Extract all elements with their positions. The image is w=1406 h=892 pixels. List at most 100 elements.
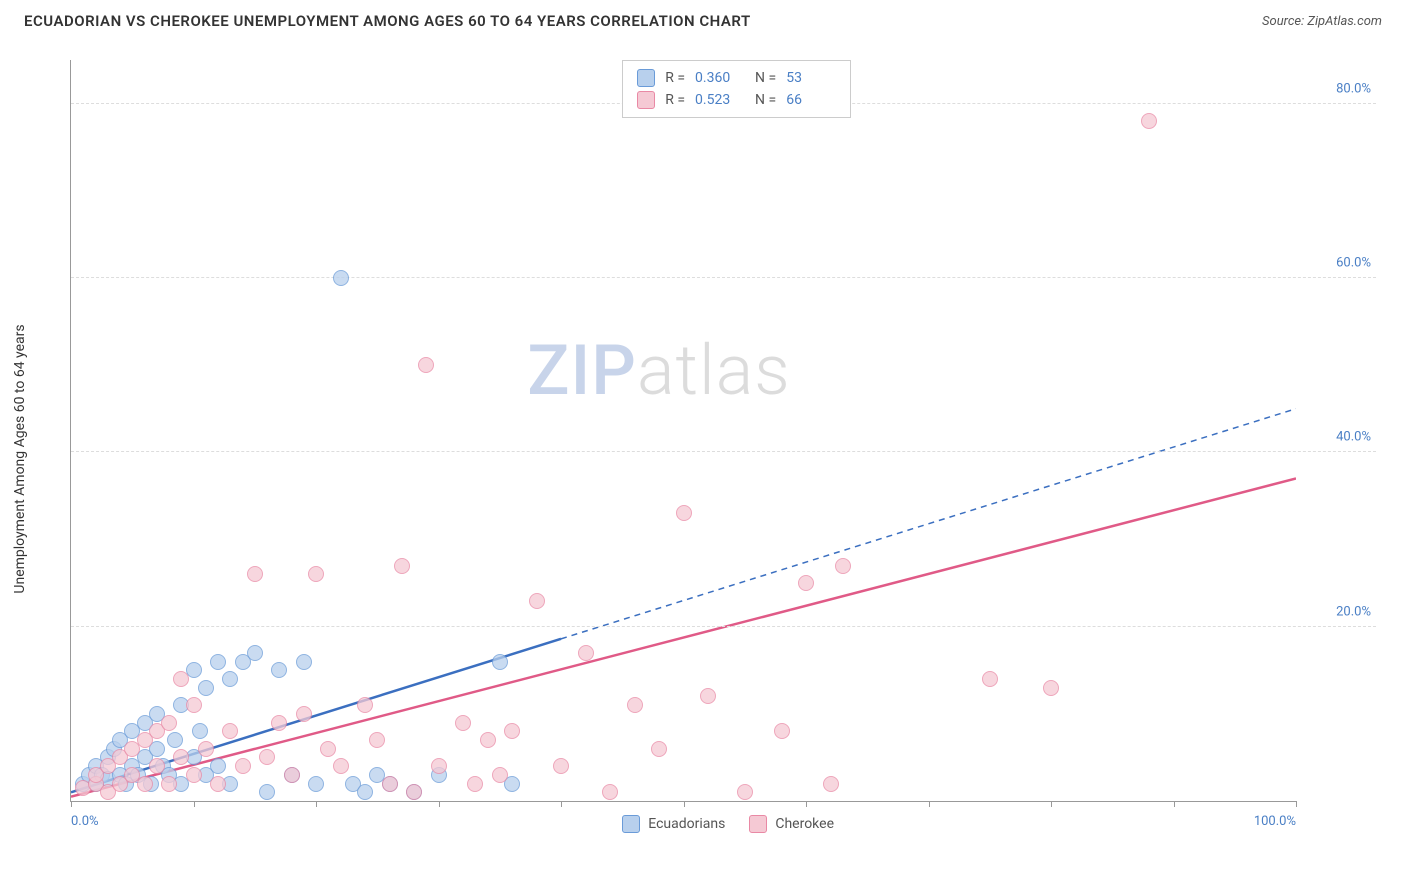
y-tick-label: 40.0% — [1336, 430, 1371, 445]
chart-header: ECUADORIAN VS CHEROKEE UNEMPLOYMENT AMON… — [0, 0, 1406, 38]
scatter-point — [198, 741, 214, 757]
scatter-point — [823, 776, 839, 792]
correlation-legend-row: R = 0.523 N = 66 — [637, 89, 836, 111]
x-tick — [316, 801, 317, 807]
scatter-point — [333, 758, 349, 774]
series-legend-item: Ecuadorians — [622, 815, 725, 833]
x-tick — [439, 801, 440, 807]
trend-lines-svg — [71, 60, 1296, 801]
n-label: N = — [755, 70, 776, 86]
scatter-point — [357, 697, 373, 713]
x-tick — [194, 801, 195, 807]
x-tick — [806, 801, 807, 807]
scatter-point — [394, 558, 410, 574]
scatter-point — [186, 767, 202, 783]
scatter-point — [467, 776, 483, 792]
x-tick — [1296, 801, 1297, 807]
scatter-point — [1141, 113, 1157, 129]
correlation-legend: R = 0.360 N = 53 R = 0.523 N = 66 — [622, 60, 851, 118]
x-tick — [929, 801, 930, 807]
x-tick — [1051, 801, 1052, 807]
scatter-point — [198, 680, 214, 696]
scatter-point — [504, 723, 520, 739]
x-tick — [561, 801, 562, 807]
watermark-logo: ZIPatlas — [527, 330, 791, 412]
r-label: R = — [665, 70, 685, 86]
gridline-horizontal — [71, 277, 1376, 278]
n-value: 66 — [786, 92, 836, 108]
scatter-point — [700, 688, 716, 704]
chart-container: Unemployment Among Ages 60 to 64 years Z… — [50, 50, 1376, 852]
scatter-point — [553, 758, 569, 774]
correlation-legend-row: R = 0.360 N = 53 — [637, 67, 836, 89]
x-tick — [1174, 801, 1175, 807]
scatter-point — [676, 505, 692, 521]
series-legend: Ecuadorians Cherokee — [622, 815, 834, 833]
legend-swatch-icon — [622, 815, 640, 833]
y-axis-label: Unemployment Among Ages 60 to 64 years — [12, 324, 28, 593]
gridline-horizontal — [71, 626, 1376, 627]
scatter-point — [210, 776, 226, 792]
scatter-point — [173, 671, 189, 687]
scatter-point — [284, 767, 300, 783]
scatter-point — [798, 575, 814, 591]
x-tick — [71, 801, 72, 807]
scatter-point — [431, 758, 447, 774]
plot-area: ZIPatlas R =0.360N =53R =0.523N =66 Ecua… — [70, 60, 1296, 802]
x-tick-label: 0.0% — [71, 814, 99, 829]
scatter-point — [382, 776, 398, 792]
y-tick-label: 80.0% — [1336, 81, 1371, 96]
scatter-point — [357, 784, 373, 800]
scatter-point — [418, 357, 434, 373]
r-value: 0.360 — [695, 70, 745, 86]
r-value: 0.523 — [695, 92, 745, 108]
y-tick-label: 20.0% — [1336, 604, 1371, 619]
scatter-point — [271, 662, 287, 678]
scatter-point — [210, 654, 226, 670]
scatter-point — [173, 749, 189, 765]
r-label: R = — [665, 92, 685, 108]
series-legend-item: Cherokee — [749, 815, 834, 833]
series-legend-label: Ecuadorians — [648, 816, 725, 832]
scatter-point — [271, 715, 287, 731]
legend-swatch-icon — [637, 91, 655, 109]
scatter-point — [308, 776, 324, 792]
scatter-point — [627, 697, 643, 713]
x-tick — [684, 801, 685, 807]
scatter-point — [296, 706, 312, 722]
scatter-point — [835, 558, 851, 574]
scatter-point — [222, 723, 238, 739]
scatter-point — [320, 741, 336, 757]
scatter-point — [492, 767, 508, 783]
chart-title: ECUADORIAN VS CHEROKEE UNEMPLOYMENT AMON… — [24, 12, 751, 30]
scatter-point — [369, 732, 385, 748]
source-attribution: Source: ZipAtlas.com — [1262, 14, 1382, 29]
y-tick-label: 60.0% — [1336, 255, 1371, 270]
x-tick-label: 100.0% — [1254, 814, 1296, 829]
scatter-point — [192, 723, 208, 739]
scatter-point — [982, 671, 998, 687]
scatter-point — [406, 784, 422, 800]
scatter-point — [308, 566, 324, 582]
scatter-point — [247, 566, 263, 582]
n-value: 53 — [786, 70, 836, 86]
scatter-point — [296, 654, 312, 670]
scatter-point — [247, 645, 263, 661]
scatter-point — [578, 645, 594, 661]
scatter-point — [737, 784, 753, 800]
scatter-point — [602, 784, 618, 800]
scatter-point — [492, 654, 508, 670]
scatter-point — [167, 732, 183, 748]
scatter-point — [333, 270, 349, 286]
scatter-point — [259, 784, 275, 800]
watermark-part2: atlas — [637, 330, 791, 412]
series-legend-label: Cherokee — [775, 816, 834, 832]
legend-swatch-icon — [749, 815, 767, 833]
n-label: N = — [755, 92, 776, 108]
scatter-point — [529, 593, 545, 609]
scatter-point — [774, 723, 790, 739]
scatter-point — [210, 758, 226, 774]
scatter-point — [161, 715, 177, 731]
scatter-point — [651, 741, 667, 757]
watermark-part1: ZIP — [527, 330, 637, 412]
